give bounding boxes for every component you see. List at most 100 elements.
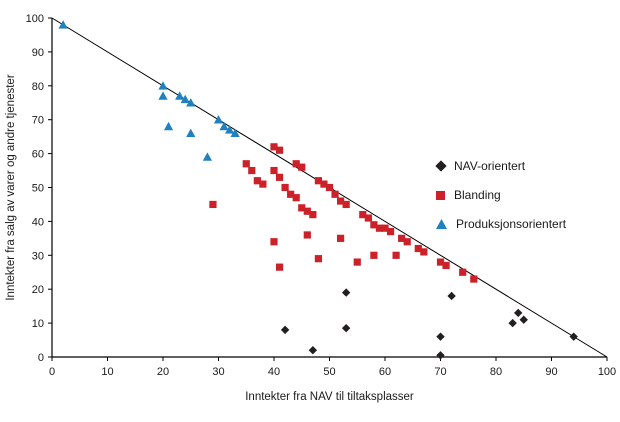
blanding-point: [337, 234, 345, 242]
x-tick-label: 10: [101, 366, 113, 378]
produksjonsorientert-point: [158, 81, 168, 90]
y-tick-label: 70: [32, 115, 44, 127]
y-tick-label: 90: [32, 47, 44, 59]
blanding-point: [442, 261, 450, 270]
y-tick-label: 10: [32, 318, 44, 330]
square-marker-icon: [436, 190, 445, 200]
y-axis-label: Inntekter fra salg av varer og andre tje…: [5, 74, 17, 300]
produksjonsorientert-point: [175, 91, 185, 100]
nav-orientert-point: [514, 308, 523, 318]
x-tick-label: 90: [545, 366, 557, 378]
x-tick-label: 30: [212, 366, 224, 378]
x-tick-label: 0: [49, 366, 55, 378]
x-tick-label: 100: [598, 366, 616, 378]
triangle-marker-icon: [436, 219, 447, 229]
produksjonsorientert-point: [213, 115, 224, 124]
nav-orientert-point: [341, 288, 351, 297]
blanding-point: [381, 224, 389, 232]
blanding-point: [392, 251, 400, 259]
blanding-point: [342, 200, 350, 209]
blanding-point: [303, 231, 311, 239]
blanding-point: [275, 146, 284, 154]
blanding-point: [359, 211, 367, 219]
blanding-point: [398, 234, 406, 242]
produksjonsorientert-point: [186, 98, 196, 107]
blanding-point: [320, 180, 328, 188]
y-tick-label: 0: [38, 352, 44, 364]
diamond-marker-icon: [435, 160, 447, 172]
y-tick-label: 100: [26, 13, 44, 25]
nav-orientert-point: [569, 332, 578, 341]
blanding-point: [270, 238, 278, 246]
produksjonsorientert-point: [202, 152, 212, 161]
y-tick-label: 30: [32, 250, 44, 262]
blanding-point: [298, 204, 306, 212]
legend-label-nav-orientert: NAV-orientert: [454, 159, 526, 173]
produksjonsorientert-point: [163, 121, 174, 131]
produksjonsorientert-point: [186, 128, 196, 138]
nav-orientert-point: [280, 325, 290, 335]
x-tick-label: 70: [434, 366, 446, 378]
nav-orientert-point: [519, 315, 528, 324]
nav-orientert-point: [447, 291, 456, 301]
blanding-point: [403, 238, 411, 246]
blanding-point: [370, 221, 378, 229]
y-tick-label: 40: [32, 216, 44, 228]
nav-orientert-point: [308, 346, 318, 355]
x-axis-label: Inntekter fra NAV til tiltaksplasser: [245, 391, 414, 403]
blanding-point: [259, 180, 267, 188]
blanding-point: [370, 251, 378, 259]
blanding-point: [459, 268, 467, 276]
blanding-point: [414, 244, 422, 253]
series-blanding: [209, 143, 478, 283]
blanding-point: [386, 227, 395, 236]
blanding-point: [292, 160, 300, 168]
blanding-point: [436, 258, 445, 266]
blanding-point: [309, 211, 317, 219]
blanding-point: [248, 166, 256, 175]
chart-legend: NAV-orientert Blanding Produksjonsorient…: [435, 158, 566, 232]
blanding-point: [364, 214, 372, 222]
blanding-point: [331, 190, 339, 198]
blanding-point: [470, 275, 478, 283]
produksjonsorientert-point: [158, 91, 168, 100]
x-tick-label: 80: [490, 366, 502, 378]
blanding-point: [337, 197, 345, 205]
produksjonsorientert-point: [180, 94, 190, 104]
blanding-point: [420, 248, 428, 256]
nav-orientert-point: [508, 318, 517, 328]
blanding-point: [298, 163, 306, 171]
x-tick-label: 60: [379, 366, 391, 378]
produksjonsorientert-point: [230, 128, 240, 138]
series-nav-orientert: [280, 288, 578, 360]
blanding-point: [242, 160, 250, 168]
blanding-point: [314, 177, 322, 185]
produksjonsorientert-point: [219, 121, 229, 131]
blanding-point: [314, 255, 322, 263]
blanding-point: [209, 200, 217, 209]
legend-label-produksjonsorientert: Produksjonsorientert: [456, 217, 567, 231]
legend-item-nav-orientert: NAV-orientert: [435, 158, 566, 174]
nav-orientert-point: [341, 323, 351, 333]
produksjonsorientert-point: [225, 125, 235, 134]
x-tick-label: 20: [157, 366, 169, 378]
blanding-point: [275, 173, 284, 181]
blanding-point: [281, 183, 289, 192]
x-tick-label: 50: [323, 366, 335, 378]
y-tick-label: 60: [32, 149, 44, 161]
nav-orientert-point: [436, 351, 445, 360]
blanding-point: [270, 166, 278, 175]
blanding-point: [375, 224, 384, 232]
legend-item-blanding: Blanding: [436, 187, 566, 203]
produksjonsorientert-point: [58, 20, 68, 29]
series-produksjonsorientert: [58, 20, 240, 161]
blanding-point: [270, 143, 278, 151]
blanding-point: [253, 177, 261, 185]
legend-item-produksjonsorientert: Produksjonsorientert: [436, 216, 566, 232]
y-tick-label: 20: [32, 284, 44, 296]
nav-orientert-point: [436, 332, 445, 341]
blanding-point: [287, 190, 295, 198]
blanding-point: [292, 194, 300, 202]
